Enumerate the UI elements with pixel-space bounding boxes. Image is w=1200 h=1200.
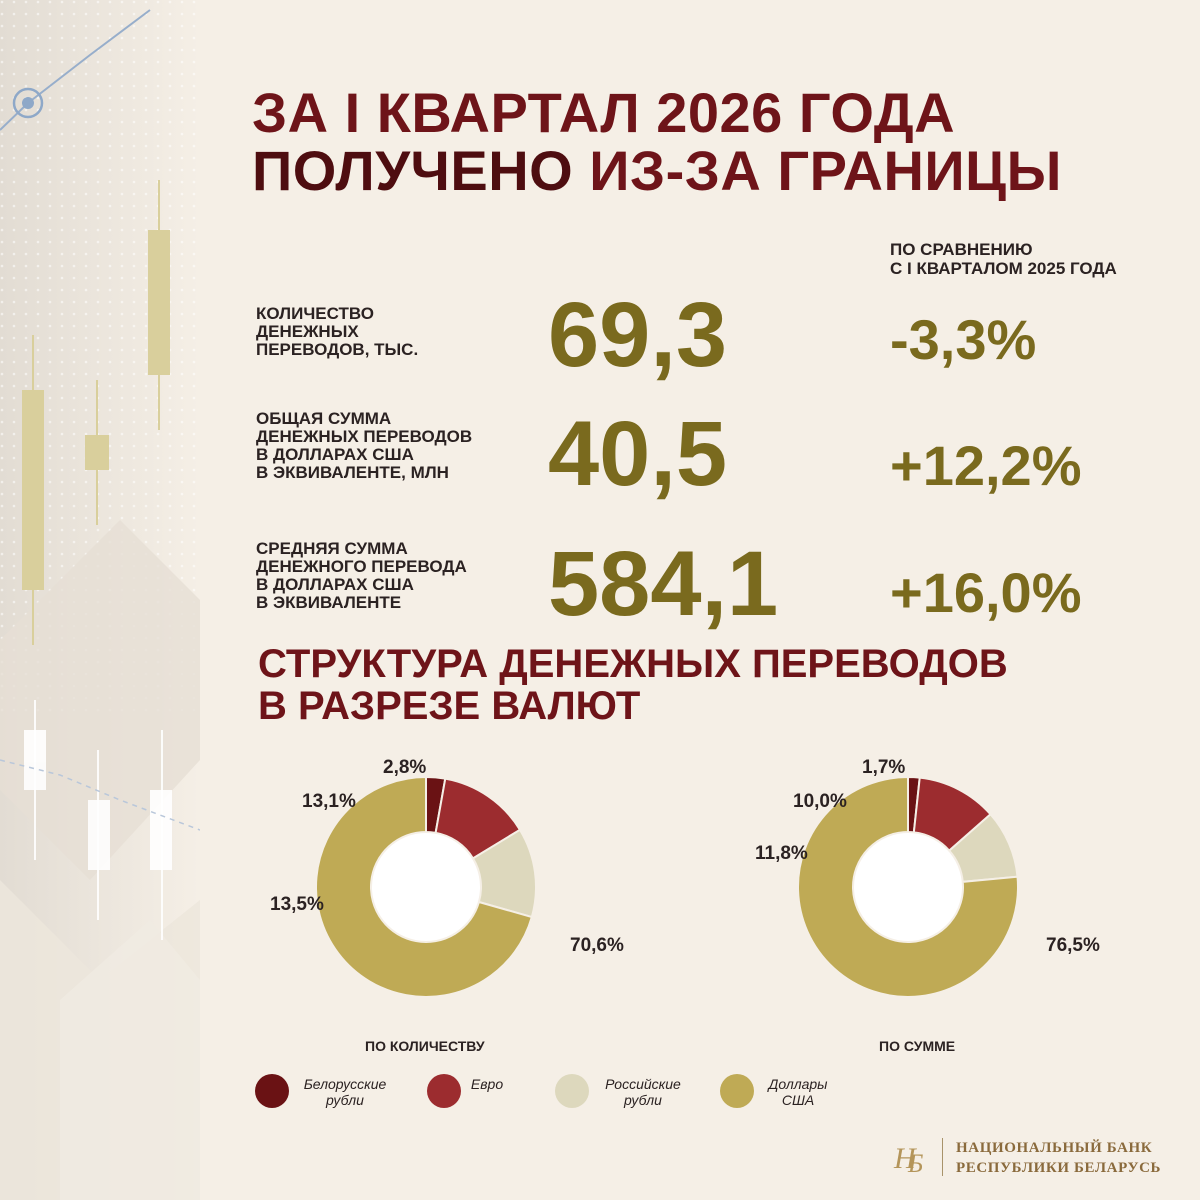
legend-swatch [720, 1074, 754, 1108]
section-title: СТРУКТУРА ДЕНЕЖНЫХ ПЕРЕВОДОВ В РАЗРЕЗЕ В… [258, 642, 1008, 728]
donut-slice-rub [471, 828, 537, 919]
decorative-background [0, 0, 200, 1200]
page-title-line-1: ЗА I КВАРТАЛ 2026 ГОДА [252, 81, 956, 144]
metric-label: КОЛИЧЕСТВО ДЕНЕЖНЫХ ПЕРЕВОДОВ, ТЫС. [256, 304, 419, 359]
footer-org-name: НАЦИОНАЛЬНЫЙ БАНК РЕСПУБЛИКИ БЕЛАРУСЬ [956, 1140, 1162, 1176]
donut-slice-rub [947, 812, 1019, 883]
metric-row: СРЕДНЯЯ СУММА ДЕНЕЖНОГО ПЕРЕВОДА В ДОЛЛА… [0, 533, 1200, 640]
donut-slice-usd [315, 775, 534, 998]
nbrb-monogram-icon: Н Б [890, 1138, 936, 1178]
metric-change: +16,0% [890, 561, 1082, 624]
donut-slice-usd [797, 775, 1019, 998]
comparison-header: ПО СРАВНЕНИЮ С I КВАРТАЛОМ 2025 ГОДА [890, 240, 1117, 278]
donut-hole [854, 833, 962, 941]
metric-value: 40,5 [548, 403, 728, 505]
legend-label: Доллары США [768, 1076, 828, 1108]
metric-row: КОЛИЧЕСТВО ДЕНЕЖНЫХ ПЕРЕВОДОВ, ТЫС. 69,3… [0, 284, 1200, 390]
chart-caption-count: ПО КОЛИЧЕСТВУ [365, 1038, 485, 1054]
donut-slice-byn [425, 775, 447, 835]
svg-text:Н: Н [893, 1142, 918, 1175]
page-title-rest: ИЗ-ЗА ГРАНИЦЫ [573, 139, 1062, 202]
donut-slice-byn [907, 775, 921, 834]
donut-slice-eur [912, 776, 992, 853]
legend-label: Российские рубли [605, 1076, 681, 1108]
metric-value: 584,1 [548, 533, 779, 635]
page-title-line-2: ПОЛУЧЕНО ИЗ-ЗА ГРАНИЦЫ [252, 138, 1062, 203]
data-label-usd: 70,6% [570, 935, 624, 956]
data-label-rub: 10,0% [793, 791, 847, 812]
legend-swatch [255, 1074, 289, 1108]
metric-change: +12,2% [890, 434, 1082, 497]
page-title-emphasis: ПОЛУЧЕНО [252, 139, 574, 202]
metric-label: СРЕДНЯЯ СУММА ДЕНЕЖНОГО ПЕРЕВОДА В ДОЛЛА… [256, 539, 467, 612]
data-label-byn: 1,7% [862, 757, 905, 778]
footer-divider [942, 1138, 943, 1176]
legend-label: Белорусские рубли [303, 1076, 387, 1108]
legend-swatch [427, 1074, 461, 1108]
legend-label: Евро [470, 1076, 504, 1092]
svg-text:Б: Б [907, 1149, 923, 1178]
legend-swatch [555, 1074, 589, 1108]
metric-value: 69,3 [548, 284, 728, 386]
data-label-rub: 13,1% [302, 791, 356, 812]
data-label-eur: 13,5% [270, 894, 324, 915]
donut-hole [372, 833, 480, 941]
donut-slice-eur [434, 777, 522, 860]
chart-caption-sum: ПО СУММЕ [879, 1038, 956, 1054]
data-label-byn: 2,8% [383, 757, 426, 778]
metric-row: ОБЩАЯ СУММА ДЕНЕЖНЫХ ПЕРЕВОДОВ В ДОЛЛАРА… [0, 403, 1200, 510]
metric-change: -3,3% [890, 308, 1037, 371]
data-label-eur: 11,8% [755, 843, 808, 864]
metric-label: ОБЩАЯ СУММА ДЕНЕЖНЫХ ПЕРЕВОДОВ В ДОЛЛАРА… [256, 409, 473, 482]
data-label-usd: 76,5% [1046, 935, 1100, 956]
